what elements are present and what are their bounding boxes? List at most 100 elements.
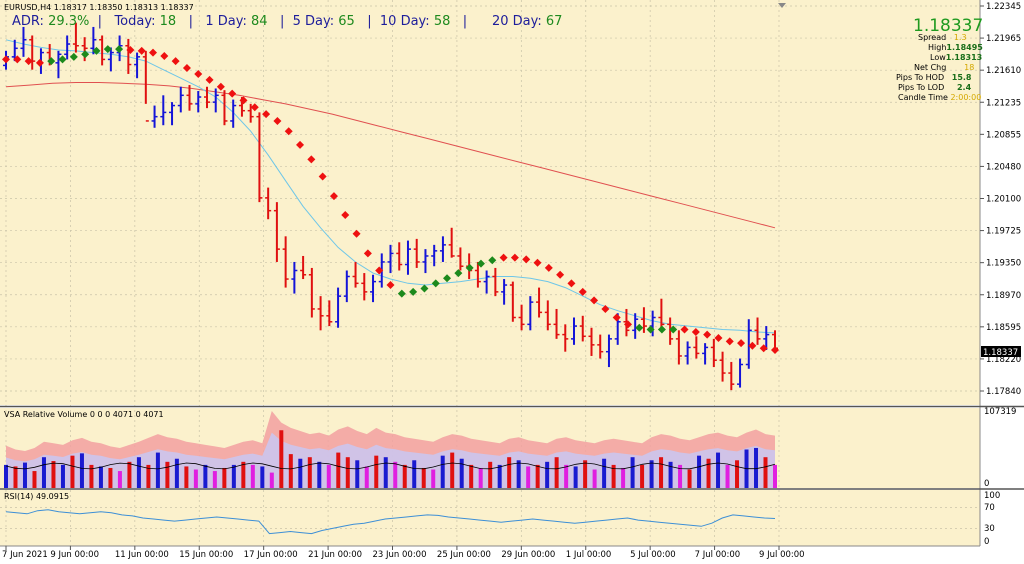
price-bar <box>90 26 97 55</box>
time-tick-label: 17 Jun 00:00 <box>244 550 298 560</box>
current-price-tag: 1.18337 <box>981 346 1021 358</box>
volume-bar <box>706 458 711 488</box>
price-bar <box>64 35 71 60</box>
volume-bar <box>165 461 170 488</box>
volume-bar <box>545 461 550 488</box>
volume-bar <box>488 461 493 488</box>
trend-dot <box>239 96 248 105</box>
trend-dot <box>657 325 666 334</box>
chart-shift-marker-icon[interactable] <box>778 3 786 8</box>
price-bar <box>588 327 595 356</box>
volume-bar <box>174 458 179 488</box>
price-bar <box>230 99 237 128</box>
price-bar <box>745 319 752 369</box>
rsi-level-100: 100 <box>984 491 1000 501</box>
trend-dot <box>725 337 734 346</box>
price-bar <box>370 274 377 303</box>
info-netchg: Net Chg 18 <box>914 63 974 72</box>
time-tick-label: 21 Jun 00:00 <box>308 550 362 560</box>
volume-inner-band <box>6 432 775 488</box>
time-tick-label: 9 Jul 00:00 <box>759 550 805 560</box>
today-value: 18 <box>159 14 177 29</box>
price-tick-label: 1.18220 <box>986 355 1021 365</box>
price-bar <box>177 86 184 113</box>
price-bar <box>212 88 219 113</box>
volume-bar <box>184 466 189 488</box>
info-low: Low1.18313 <box>930 53 982 62</box>
day10-value: 58 <box>433 14 451 29</box>
fast-ma-line <box>5 39 776 334</box>
trend-dot <box>115 45 124 54</box>
trend-dot <box>182 63 191 72</box>
trend-dot <box>476 259 485 268</box>
rsi-level-30: 30 <box>984 524 995 534</box>
trend-dot <box>149 48 158 57</box>
price-axis[interactable]: 1.22345 1.21965 1.21610 1.21235 1.20855 1.204… <box>980 2 1021 397</box>
price-bar <box>675 330 682 365</box>
trend-dot <box>47 57 56 66</box>
trend-dot <box>420 284 429 293</box>
day1-value: 84 <box>251 14 268 29</box>
volume-bar <box>640 464 645 488</box>
trend-dot <box>590 296 599 305</box>
price-bar <box>396 242 403 271</box>
spread-value: 1.3 <box>953 33 967 42</box>
separator: | <box>462 14 468 29</box>
price-bar <box>719 351 726 382</box>
volume-bar <box>611 464 616 488</box>
volume-bar <box>374 455 379 488</box>
volume-bars <box>4 411 777 488</box>
rsi-level-0: 0 <box>984 537 989 547</box>
volume-bar <box>336 452 341 488</box>
price-tick-label: 1.19725 <box>986 227 1021 237</box>
price-bar <box>413 238 420 268</box>
trend-dot <box>409 287 418 296</box>
trend-dot <box>465 263 474 272</box>
price-bar <box>553 308 560 339</box>
price-bar <box>448 227 455 258</box>
price-bar <box>457 247 464 271</box>
spread-label: Spread <box>918 33 947 42</box>
trend-dot <box>205 75 214 84</box>
time-axis[interactable]: 7 Jun 2021 9 Jun 00:00 11 Jun 00:00 15 Jun … <box>2 546 805 560</box>
volume-average-line <box>5 462 776 470</box>
trend-dot <box>612 313 621 322</box>
trend-dot <box>352 229 361 238</box>
price-bar <box>99 35 106 66</box>
price-tick-label: 1.17840 <box>986 387 1021 397</box>
price-bar <box>562 324 569 352</box>
rsi-polyline <box>5 509 776 535</box>
trend-dot <box>454 269 463 278</box>
low-label: Low <box>930 53 946 62</box>
volume-bar <box>716 452 721 488</box>
trend-dot <box>228 89 237 98</box>
price-tick-label: 1.20480 <box>986 162 1021 172</box>
trend-dot <box>24 57 33 66</box>
price-bars <box>3 22 778 391</box>
price-bar <box>221 90 228 126</box>
trend-dot <box>556 270 565 279</box>
price-bar <box>29 35 36 70</box>
price-bar <box>387 244 394 274</box>
volume-bar <box>269 472 274 488</box>
adr-header: ADR: 29.3% | Today: 18 | 1 Day: 84 | 5 D… <box>12 14 562 29</box>
symbol-line: EURUSD,H4 1.18317 1.18350 1.18313 1.1833… <box>4 3 194 12</box>
high-value: 1.18495 <box>946 43 983 52</box>
volume-bar <box>364 466 369 488</box>
trend-dot <box>567 279 576 288</box>
day20-value: 67 <box>545 14 563 29</box>
price-tick-label: 1.22345 <box>986 2 1021 12</box>
price-bar <box>640 307 647 333</box>
trend-dot <box>386 281 395 290</box>
volume-bar <box>440 455 445 488</box>
volume-bar <box>687 469 692 488</box>
price-bar <box>404 240 411 275</box>
price-tick-label: 1.19350 <box>986 259 1021 269</box>
price-bar <box>605 334 612 368</box>
trend-dot <box>646 325 655 334</box>
trend-dot <box>544 263 553 272</box>
info-high: High1.18495 <box>928 43 983 52</box>
current-price-big: 1.18337 <box>913 16 984 36</box>
